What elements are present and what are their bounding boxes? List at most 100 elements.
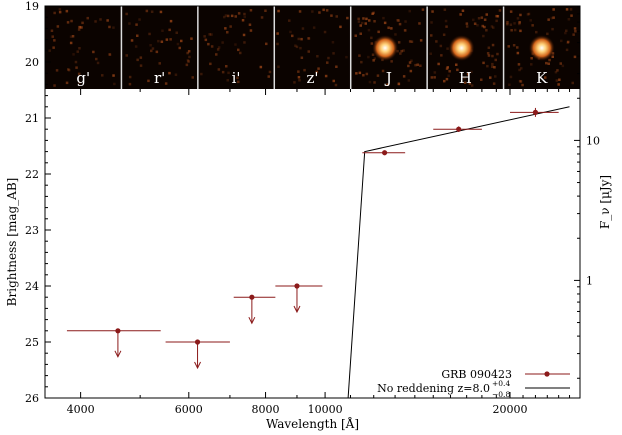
noise-pixel <box>106 19 109 22</box>
noise-pixel <box>567 18 571 21</box>
noise-pixel <box>72 53 75 56</box>
noise-pixel <box>494 75 497 78</box>
noise-pixel <box>94 20 97 23</box>
noise-pixel <box>204 38 208 42</box>
noise-pixel <box>125 12 128 16</box>
noise-pixel <box>519 80 523 83</box>
noise-pixel <box>491 43 495 47</box>
noise-pixel <box>550 16 554 20</box>
plot-frame <box>44 5 581 399</box>
noise-pixel <box>330 14 333 17</box>
noise-pixel <box>565 48 569 52</box>
noise-pixel <box>400 49 403 53</box>
y-tick-label: 20 <box>25 56 39 69</box>
noise-pixel <box>331 41 335 44</box>
noise-pixel <box>65 9 69 13</box>
noise-pixel <box>512 44 516 47</box>
noise-pixel <box>289 30 292 34</box>
noise-pixel <box>108 53 111 56</box>
noise-pixel <box>516 46 519 49</box>
noise-pixel <box>399 52 402 55</box>
noise-pixel <box>526 13 530 16</box>
noise-pixel <box>186 51 189 55</box>
noise-pixel <box>161 29 164 32</box>
noise-pixel <box>491 62 494 66</box>
noise-pixel <box>489 76 492 79</box>
noise-pixel <box>317 67 320 70</box>
noise-pixel <box>404 29 407 32</box>
noise-pixel <box>372 59 375 62</box>
noise-pixel <box>191 76 194 79</box>
noise-pixel <box>113 82 116 86</box>
axis-ticks: 19 20 21 22 23 24 25 26 1 10 4000 6000 8000 10000 2000… <box>25 0 600 416</box>
noise-pixel <box>513 22 516 25</box>
noise-pixel <box>445 67 449 70</box>
noise-pixel <box>516 17 520 20</box>
noise-pixel <box>230 14 234 18</box>
data-point <box>66 328 161 358</box>
noise-pixel <box>572 33 575 36</box>
noise-pixel <box>373 20 376 23</box>
noise-pixel <box>185 63 189 67</box>
noise-pixel <box>362 74 365 77</box>
noise-pixel <box>456 68 459 72</box>
noise-pixel <box>455 63 458 66</box>
noise-pixel <box>565 29 568 32</box>
filter-label: g' <box>76 69 90 87</box>
data-marker <box>532 109 539 115</box>
noise-pixel <box>495 19 498 23</box>
noise-pixel <box>264 9 267 12</box>
noise-pixel <box>355 72 358 75</box>
noise-pixel <box>67 68 70 71</box>
noise-pixel <box>465 25 469 28</box>
noise-pixel <box>50 29 54 32</box>
noise-pixel <box>78 25 81 29</box>
noise-pixel <box>81 21 84 25</box>
noise-pixel <box>559 62 562 65</box>
noise-pixel <box>237 12 241 15</box>
noise-pixel <box>136 34 139 37</box>
data-marker <box>249 294 255 300</box>
noise-pixel <box>48 49 51 52</box>
noise-pixel <box>147 79 150 83</box>
noise-pixel <box>371 53 375 56</box>
y-axis-label-left: Brightness [mag_AB] <box>5 178 19 307</box>
noise-pixel <box>518 21 521 24</box>
filter-label: K <box>536 69 548 87</box>
noise-pixel <box>574 30 577 33</box>
noise-pixel <box>210 33 213 36</box>
noise-pixel <box>180 39 183 43</box>
noise-pixel <box>496 15 500 18</box>
noise-pixel <box>419 64 422 67</box>
noise-pixel <box>547 62 550 65</box>
noise-pixel <box>443 79 446 83</box>
noise-pixel <box>409 69 413 73</box>
noise-pixel <box>508 83 511 86</box>
noise-pixel <box>242 33 246 37</box>
noise-pixel <box>291 34 294 38</box>
noise-pixel <box>358 71 362 75</box>
noise-pixel <box>268 70 272 74</box>
noise-pixel <box>249 29 253 32</box>
noise-pixel <box>518 79 522 83</box>
noise-pixel <box>168 71 171 75</box>
noise-pixel <box>443 8 447 11</box>
noise-pixel <box>216 48 220 51</box>
x-tick-label: 8000 <box>252 403 280 416</box>
noise-pixel <box>241 19 245 22</box>
noise-pixel <box>77 28 81 31</box>
noise-pixel <box>560 39 563 43</box>
noise-pixel <box>477 17 481 20</box>
noise-pixel <box>78 47 81 50</box>
filter-image-strip: g' r' i' z' J H K <box>45 6 580 89</box>
noise-pixel <box>419 39 423 42</box>
noise-pixel <box>567 40 570 44</box>
noise-pixel <box>364 22 367 25</box>
data-marker <box>382 150 388 156</box>
noise-pixel <box>386 83 389 86</box>
y-tick-label: 22 <box>25 168 39 181</box>
noise-pixel <box>53 39 56 42</box>
noise-pixel <box>139 64 143 67</box>
noise-pixel <box>221 41 224 44</box>
noise-pixel <box>324 74 328 78</box>
